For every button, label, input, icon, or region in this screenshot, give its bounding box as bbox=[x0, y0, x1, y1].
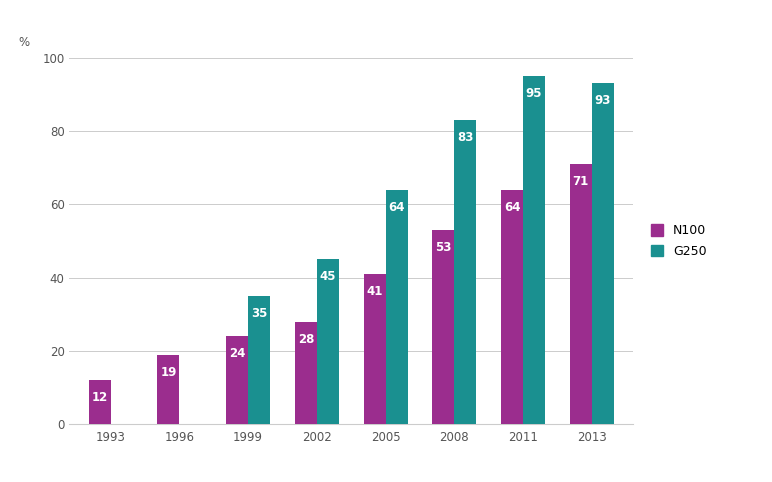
Text: 41: 41 bbox=[367, 285, 383, 298]
Bar bbox=[432, 230, 455, 424]
Bar bbox=[570, 164, 592, 424]
Legend: N100, G250: N100, G250 bbox=[651, 224, 706, 258]
Bar bbox=[523, 76, 545, 424]
Text: 19: 19 bbox=[161, 365, 177, 378]
Bar bbox=[501, 190, 523, 424]
Text: 93: 93 bbox=[594, 94, 611, 107]
Bar bbox=[89, 380, 110, 424]
Text: %: % bbox=[19, 36, 30, 49]
Text: 24: 24 bbox=[229, 347, 245, 360]
Bar bbox=[364, 274, 386, 424]
Text: 83: 83 bbox=[457, 131, 473, 144]
Bar bbox=[317, 259, 339, 424]
Text: 35: 35 bbox=[251, 307, 267, 320]
Bar bbox=[295, 321, 317, 424]
Text: 71: 71 bbox=[573, 175, 589, 188]
Text: 95: 95 bbox=[526, 87, 542, 100]
Text: 64: 64 bbox=[388, 201, 405, 214]
Text: 12: 12 bbox=[92, 391, 108, 404]
Bar bbox=[386, 190, 408, 424]
Bar bbox=[248, 296, 270, 424]
Text: 28: 28 bbox=[298, 333, 314, 346]
Bar bbox=[455, 120, 476, 424]
Text: 64: 64 bbox=[504, 201, 520, 214]
Bar bbox=[157, 355, 179, 424]
Text: 53: 53 bbox=[435, 241, 452, 254]
Bar bbox=[226, 336, 248, 424]
Text: 45: 45 bbox=[320, 270, 336, 283]
Bar bbox=[592, 83, 614, 424]
